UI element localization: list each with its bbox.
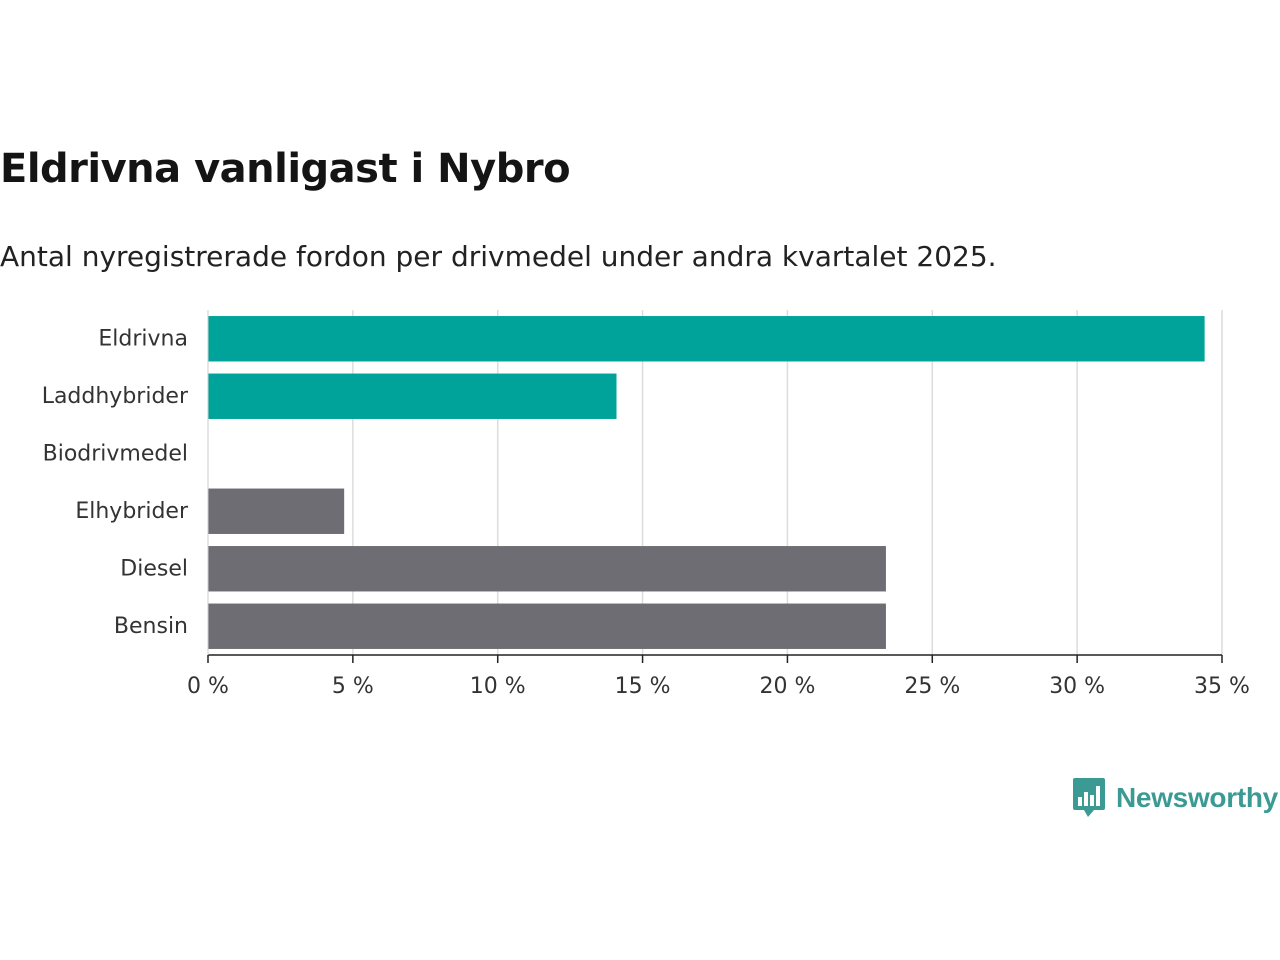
bars: [208, 316, 1205, 649]
category-label: Bensin: [114, 614, 188, 639]
category-labels: Eldrivna Laddhybrider Biodrivmedel Elhybrid…: [42, 326, 189, 639]
bar-elhybrider: [208, 488, 345, 534]
bar-laddhybrider: [208, 373, 617, 419]
gridlines: [352, 310, 1223, 655]
bar-bensin: [208, 603, 886, 649]
bar-eldrivna: [208, 316, 1205, 362]
brand-name: Newsworthy: [1116, 782, 1278, 813]
newsworthy-bar-chart-icon: [1073, 778, 1105, 817]
x-tick-label: 25 %: [904, 674, 960, 699]
chart-subtitle: Antal nyregistrerade fordon per drivmede…: [0, 240, 997, 273]
brand-logo: Newsworthy: [1072, 776, 1278, 820]
x-tick-label: 30 %: [1049, 674, 1105, 699]
x-tick-label: 15 %: [615, 674, 671, 699]
category-label: Elhybrider: [75, 499, 189, 524]
category-label: Biodrivmedel: [43, 441, 188, 466]
x-axis: 0 % 5 % 10 % 15 % 20 % 25 % 30 % 35 %: [187, 310, 1250, 699]
category-label: Diesel: [120, 556, 188, 581]
x-tick-label: 10 %: [470, 674, 526, 699]
x-tick-label: 20 %: [759, 674, 815, 699]
x-tick-label: 35 %: [1194, 674, 1250, 699]
x-tick-label: 5 %: [332, 674, 374, 699]
x-tick-label: 0 %: [187, 674, 229, 699]
bar-diesel: [208, 546, 886, 592]
chart-title: Eldrivna vanligast i Nybro: [0, 146, 571, 192]
category-label: Eldrivna: [98, 326, 188, 351]
category-label: Laddhybrider: [42, 384, 189, 409]
